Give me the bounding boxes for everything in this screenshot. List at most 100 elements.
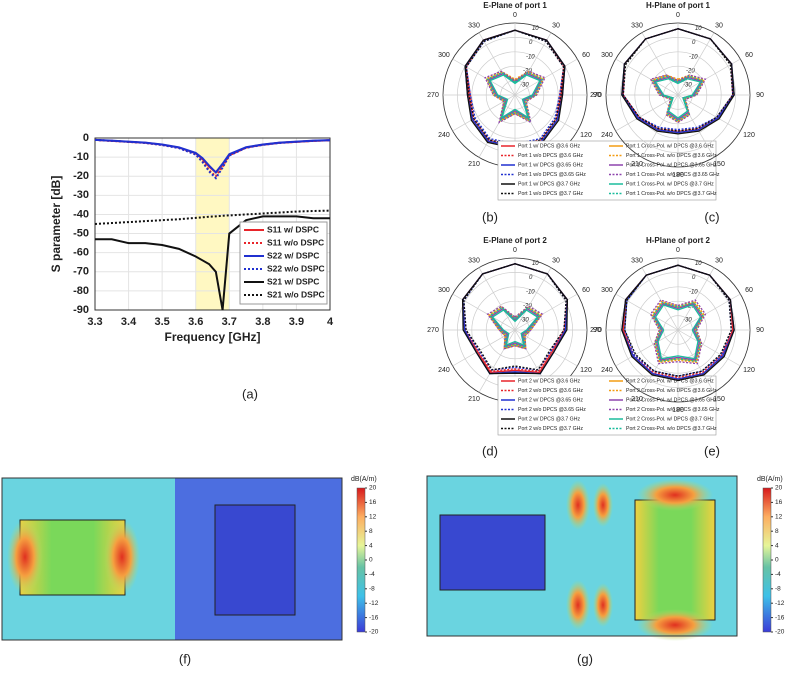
x-tick-label: 3.4: [121, 316, 137, 328]
r-tick-label: -30: [683, 317, 692, 323]
theta-tick-label: 60: [745, 287, 753, 294]
grid-spoke: [478, 94, 516, 158]
legend-box: [497, 375, 717, 436]
colorbar-tick-label: 16: [369, 499, 377, 506]
grid-spoke: [615, 94, 679, 132]
theta-tick-label: 30: [715, 258, 723, 265]
legend-label: Port 1 w/o DPCS @3.6 GHz: [518, 153, 583, 159]
x-axis-label: Frequency [GHz]: [164, 330, 260, 344]
chart-title: E-Plane of port 1: [483, 1, 547, 10]
legend-label: S22 w/ DSPC: [267, 250, 319, 260]
pattern-line: [484, 70, 546, 124]
y-tick-label: -30: [73, 189, 89, 201]
x-tick-label: 4: [327, 316, 334, 328]
colorbar-tick-label: -20: [369, 629, 379, 636]
theta-tick-label: 30: [552, 23, 560, 30]
colorbar-tick-label: -12: [775, 600, 785, 607]
r-tick-label: 0: [529, 275, 533, 281]
theta-tick-label: 270: [590, 92, 602, 99]
theta-tick-label: 210: [631, 161, 643, 168]
theta-tick-label: 210: [631, 396, 643, 403]
pattern-line: [463, 263, 567, 371]
r-tick-label: -30: [520, 82, 529, 88]
legend-label: S21 w/o DSPC: [267, 289, 325, 299]
colorbar-tick-label: 0: [369, 557, 373, 564]
legend-label: Port 2 Cross-Pol. w/o DPCS @3.65 GHz: [626, 407, 720, 413]
colorbar-tick-label: -20: [775, 629, 785, 636]
colorbar: [762, 487, 772, 633]
r-tick-label: 0: [692, 40, 696, 46]
colorbar-tick-label: 16: [775, 499, 783, 506]
theta-tick-label: 0: [513, 12, 517, 19]
panel-label: (a): [242, 386, 258, 401]
theta-tick-label: 120: [580, 367, 592, 374]
r-tick-label: 10: [532, 26, 539, 32]
theta-tick-label: 60: [745, 52, 753, 59]
legend-label: Port 1 Cross-Pol. w/o DPCS @3.7 GHz: [626, 191, 717, 197]
x-tick-label: 3.3: [87, 316, 102, 328]
theta-tick-label: 300: [438, 287, 450, 294]
theta-tick-label: 150: [713, 396, 725, 403]
legend-label: Port 2 w/ DPCS @3.7 GHz: [518, 416, 580, 422]
panel-label: (f): [179, 651, 191, 666]
pattern-line: [654, 304, 702, 360]
field-map-f: [1, 477, 343, 641]
panel-label: (g): [577, 651, 593, 666]
grid-spoke: [677, 32, 715, 96]
pattern-line: [486, 71, 544, 122]
grid-spoke: [514, 267, 552, 331]
panel-label: (c): [704, 209, 719, 224]
y-tick-label: -80: [73, 285, 89, 297]
theta-tick-label: 240: [438, 132, 450, 139]
legend-label: Port 1 Cross-Pol. w/ DPCS @3.7 GHz: [626, 181, 714, 187]
legend-label: Port 1 Cross-Pol. w/o DPCS @3.6 GHz: [626, 153, 717, 159]
theta-tick-label: 330: [468, 23, 480, 30]
y-tick-label: -60: [73, 247, 89, 259]
series-line: [95, 215, 330, 311]
grid-spoke: [677, 329, 741, 367]
colorbar-tick-label: 0: [775, 557, 779, 564]
grid-spoke: [677, 94, 715, 158]
legend-label: Port 2 w/o DPCS @3.65 GHz: [518, 407, 586, 413]
theta-tick-label: 300: [438, 52, 450, 59]
legend-box: [239, 221, 328, 305]
legend-label: Port 2 Cross-Pol. w/ DPCS @3.6 GHz: [626, 378, 714, 384]
pattern-line: [651, 300, 705, 364]
theta-tick-label: 180: [672, 172, 684, 179]
legend-label: Port 1 w/o DPCS @3.7 GHz: [518, 191, 583, 197]
legend-label: Port 1 w/ DPCS @3.7 GHz: [518, 181, 580, 187]
pattern-line: [486, 305, 544, 350]
theta-tick-label: 120: [743, 132, 755, 139]
theta-tick-label: 120: [743, 367, 755, 374]
pattern-line: [652, 301, 704, 362]
theta-tick-label: 300: [601, 287, 613, 294]
grid-spoke: [514, 58, 578, 96]
pattern-line: [621, 28, 735, 135]
colorbar-tick-label: -8: [369, 586, 375, 593]
legend-label: S11 w/o DSPC: [267, 237, 324, 247]
colorbar-tick-label: -8: [775, 586, 781, 593]
r-tick-label: -20: [686, 68, 695, 74]
r-tick-label: -20: [686, 303, 695, 309]
legend-label: S11 w/ DSPC: [267, 224, 319, 234]
grid-spoke: [641, 267, 679, 331]
pattern-line: [624, 264, 732, 377]
chart-title: E-Plane of port 2: [483, 236, 547, 245]
pattern-line: [491, 309, 539, 347]
pattern-line: [487, 73, 543, 121]
pattern-line: [653, 76, 703, 121]
colorbar-tick-label: 4: [775, 542, 779, 549]
pattern-line: [649, 74, 707, 124]
series-line: [94, 138, 331, 180]
pattern-line: [489, 306, 541, 349]
colorbar-tick-label: -16: [369, 614, 379, 621]
theta-tick-label: 330: [631, 258, 643, 265]
grid-spoke: [514, 32, 552, 96]
legend-label: Port 1 w/o DPCS @3.65 GHz: [518, 172, 586, 178]
legend-label: Port 2 Cross-Pol. w/o DPCS @3.7 GHz: [626, 426, 717, 432]
grid-spoke: [615, 329, 679, 367]
legend-label: Port 2 Cross-Pol. w/ DPCS @3.65 GHz: [626, 397, 717, 403]
y-tick-label: -70: [73, 266, 89, 278]
legend-label: Port 1 w/ DPCS @3.6 GHz: [518, 143, 580, 149]
